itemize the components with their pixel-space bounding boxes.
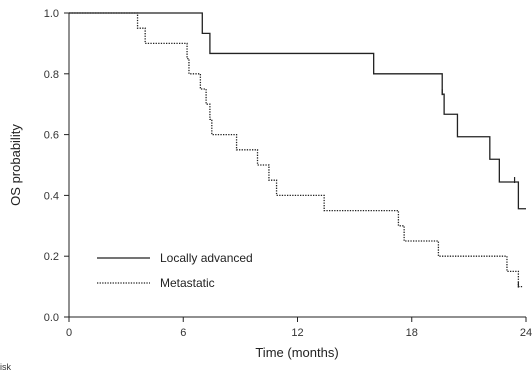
axes — [68, 13, 526, 318]
y-tick-label: 0.6 — [44, 130, 59, 142]
series-line-locally-advanced — [69, 12, 526, 210]
x-tick-label: 6 — [180, 327, 186, 339]
y-ticks: 0.0 0.2 0.4 0.6 0.8 1.0 — [44, 8, 69, 324]
series-line-metastatic — [69, 12, 523, 288]
y-tick-label: 0.0 — [44, 312, 59, 324]
legend-label-metastatic: Metastatic — [160, 276, 215, 290]
x-tick-label: 18 — [406, 327, 418, 339]
y-tick-label: 0.2 — [44, 251, 59, 263]
x-tick-label: 24 — [520, 327, 532, 339]
footer-text: isk — [0, 362, 11, 372]
legend-label-locally-advanced: Locally advanced — [160, 251, 253, 265]
series-layer — [69, 12, 526, 288]
legend: Locally advanced Metastatic — [97, 251, 253, 290]
x-tick-label: 12 — [291, 327, 303, 339]
x-tick-label: 0 — [66, 327, 72, 339]
y-tick-label: 0.4 — [44, 190, 59, 202]
x-ticks: 0 6 12 18 24 — [66, 317, 532, 339]
y-tick-label: 0.8 — [44, 69, 59, 81]
x-axis-title: Time (months) — [255, 345, 338, 360]
y-tick-label: 1.0 — [44, 8, 59, 20]
y-axis-title: OS probability — [8, 124, 23, 206]
